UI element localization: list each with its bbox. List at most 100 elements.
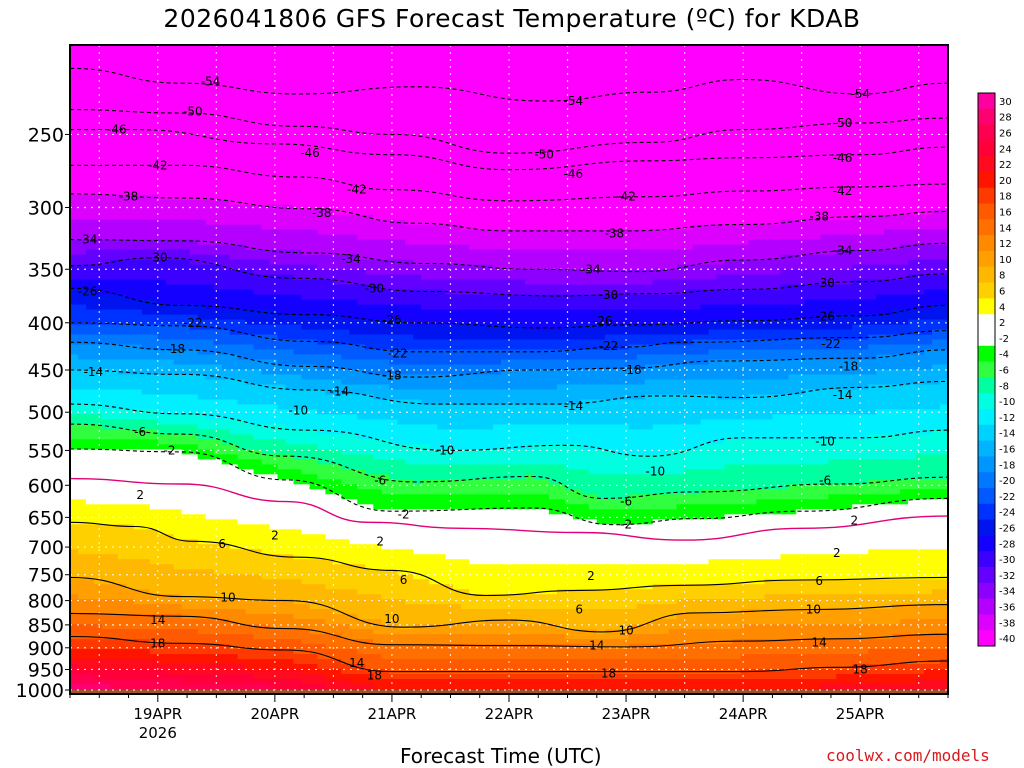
colorbar-swatch	[978, 235, 995, 252]
isotherm-line	[69, 612, 949, 648]
colorbar-label: 18	[999, 192, 1012, 203]
y-tick-label: 550	[28, 440, 64, 462]
y-tick-label: 300	[28, 198, 64, 220]
colorbar-swatch	[978, 393, 995, 410]
isotherm-label: -6	[134, 425, 146, 439]
isotherm-label: -38	[312, 206, 332, 220]
isotherm-line	[69, 193, 949, 232]
isotherm-label: -10	[645, 465, 665, 479]
colorbar-swatch	[978, 282, 995, 299]
isotherm-label: 14	[349, 656, 364, 670]
isotherm-label: -50	[534, 148, 554, 162]
colorbar-swatch	[978, 551, 995, 568]
isotherm-label: 10	[618, 624, 633, 638]
isotherm-label: -14	[833, 388, 853, 402]
isotherm-label: -54	[201, 74, 221, 88]
isotherm-line	[69, 257, 949, 297]
grid	[70, 45, 948, 691]
colorbar-label: 26	[999, 128, 1012, 139]
colorbar-label: -2	[999, 334, 1009, 345]
y-tick-label: 400	[28, 313, 64, 335]
colorbar-label: 2	[999, 318, 1005, 329]
colorbar-frame	[977, 92, 996, 647]
credit-link[interactable]: coolwx.com/models	[826, 746, 990, 765]
colorbar-label: -4	[999, 350, 1009, 361]
isotherm-label: -6	[374, 474, 386, 488]
y-tick-label: 700	[28, 537, 64, 559]
colorbar-label: -14	[999, 429, 1015, 440]
isotherm-label: -26	[593, 314, 613, 328]
isotherm-label: -6	[819, 474, 831, 488]
colorbar: 30 28 26 24 22 20 18 16 14 12 10 8 6 4 2 -2 -4 -6 -8 -10 -12…	[977, 92, 1015, 647]
isotherm-line	[69, 448, 949, 526]
y-tick-label: 450	[28, 360, 64, 382]
colorbar-swatch	[978, 377, 995, 394]
colorbar-label: 30	[999, 97, 1012, 108]
colorbar-label: 8	[999, 271, 1005, 282]
isotherms: -54-54 -54-50-50-50-46-46-46-46-42-42 -42-…	[69, 67, 949, 683]
isotherm-label: -10	[815, 435, 835, 449]
colorbar-label: -18	[999, 460, 1015, 471]
colorbar-swatch	[978, 251, 995, 268]
isotherm-label: 2	[850, 513, 858, 527]
isotherm-label: 10	[220, 591, 235, 605]
y-tick-label: 950	[28, 660, 64, 682]
colorbar-label: -10	[999, 397, 1015, 408]
isotherm-label: -42	[616, 190, 636, 204]
x-tick-label: 23APR	[602, 705, 651, 723]
colorbar-swatch	[978, 440, 995, 457]
temperature-field	[70, 45, 949, 695]
y-tick-label: 500	[28, 402, 64, 424]
y-tick-label: 750	[28, 565, 64, 587]
isotherm-label: -50	[183, 104, 203, 118]
colorbar-swatch	[978, 598, 995, 615]
isotherm-label: -42	[347, 183, 367, 197]
colorbar-label: 10	[999, 255, 1012, 266]
isotherm-label: -26	[815, 310, 835, 324]
isotherm-label: -18	[839, 359, 859, 373]
isotherm-label: -26	[382, 313, 402, 327]
isotherm-label: 10	[384, 612, 399, 626]
isotherm-line	[69, 239, 949, 273]
isotherm-line	[69, 521, 949, 597]
isotherm-label: -30	[599, 288, 619, 302]
isotherm-label: 6	[815, 574, 823, 588]
isotherm-label: -38	[809, 210, 829, 224]
x-tick-label: 24APR	[719, 705, 768, 723]
isotherm-label: -34	[78, 233, 98, 247]
colorbar-swatch	[978, 314, 995, 331]
isotherm-label: -38	[605, 226, 625, 240]
isotherm-label: -2	[164, 443, 176, 457]
isotherm-line	[69, 477, 949, 541]
colorbar-label: 28	[999, 113, 1012, 124]
colorbar-swatch	[978, 424, 995, 441]
isotherm-label: -18	[382, 368, 402, 382]
colorbar-swatch	[978, 503, 995, 520]
colorbar-label: -24	[999, 508, 1015, 519]
colorbar-label: -28	[999, 539, 1015, 550]
isotherm-label: 6	[400, 573, 408, 587]
isotherm-line	[69, 576, 949, 633]
colorbar-swatch	[978, 187, 995, 204]
colorbar-label: 20	[999, 176, 1012, 187]
x-tick-label: 19APR	[133, 705, 182, 723]
isotherm-label: -22	[599, 339, 619, 353]
isotherm-line	[69, 109, 949, 154]
isotherm-label: 14	[812, 635, 827, 649]
colorbar-swatch	[978, 409, 995, 426]
colorbar-swatch	[978, 203, 995, 220]
isotherm-line	[69, 322, 949, 353]
colorbar-label: -8	[999, 381, 1009, 392]
colorbar-swatch	[978, 330, 995, 347]
isotherm-label: 6	[218, 537, 226, 551]
isotherm-label: -14	[564, 399, 584, 413]
colorbar-swatch	[978, 488, 995, 505]
isotherm-line	[69, 423, 949, 499]
colorbar-swatch	[978, 519, 995, 536]
colorbar-swatch	[978, 345, 995, 362]
isotherm-line	[70, 164, 949, 202]
y-tick-label: 600	[28, 475, 64, 497]
isotherm-label: -34	[581, 262, 601, 276]
isotherm-label: -42	[148, 158, 168, 172]
